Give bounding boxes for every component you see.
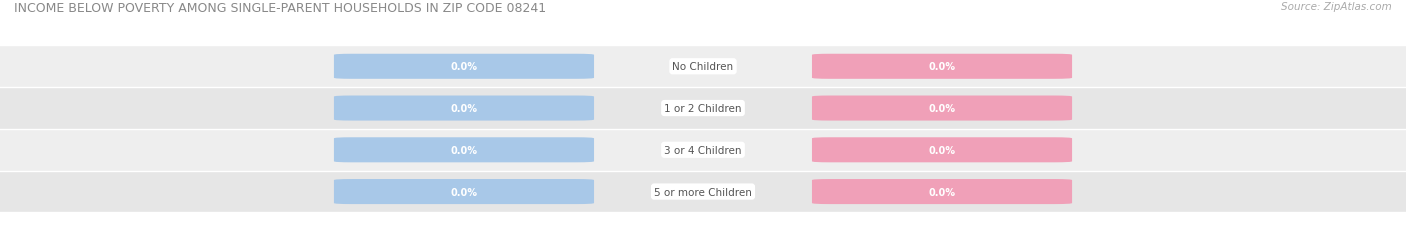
Text: 0.0%: 0.0% — [928, 62, 956, 72]
Text: 0.0%: 0.0% — [450, 145, 478, 155]
FancyBboxPatch shape — [335, 96, 593, 121]
Bar — [0, 171, 1406, 213]
Bar — [0, 129, 1406, 171]
Bar — [0, 46, 1406, 88]
Text: 5 or more Children: 5 or more Children — [654, 187, 752, 197]
FancyBboxPatch shape — [335, 138, 593, 163]
Bar — [0, 88, 1406, 129]
Text: INCOME BELOW POVERTY AMONG SINGLE-PARENT HOUSEHOLDS IN ZIP CODE 08241: INCOME BELOW POVERTY AMONG SINGLE-PARENT… — [14, 2, 546, 15]
Text: 0.0%: 0.0% — [928, 145, 956, 155]
Text: 0.0%: 0.0% — [450, 187, 478, 197]
FancyBboxPatch shape — [813, 179, 1073, 204]
Text: No Children: No Children — [672, 62, 734, 72]
Text: Source: ZipAtlas.com: Source: ZipAtlas.com — [1281, 2, 1392, 12]
Text: 0.0%: 0.0% — [450, 103, 478, 114]
Text: 0.0%: 0.0% — [450, 62, 478, 72]
FancyBboxPatch shape — [813, 96, 1073, 121]
Text: 3 or 4 Children: 3 or 4 Children — [664, 145, 742, 155]
Text: 0.0%: 0.0% — [928, 103, 956, 114]
Text: 1 or 2 Children: 1 or 2 Children — [664, 103, 742, 114]
Text: 0.0%: 0.0% — [928, 187, 956, 197]
FancyBboxPatch shape — [813, 138, 1073, 163]
FancyBboxPatch shape — [335, 179, 593, 204]
FancyBboxPatch shape — [335, 55, 593, 79]
FancyBboxPatch shape — [813, 55, 1073, 79]
